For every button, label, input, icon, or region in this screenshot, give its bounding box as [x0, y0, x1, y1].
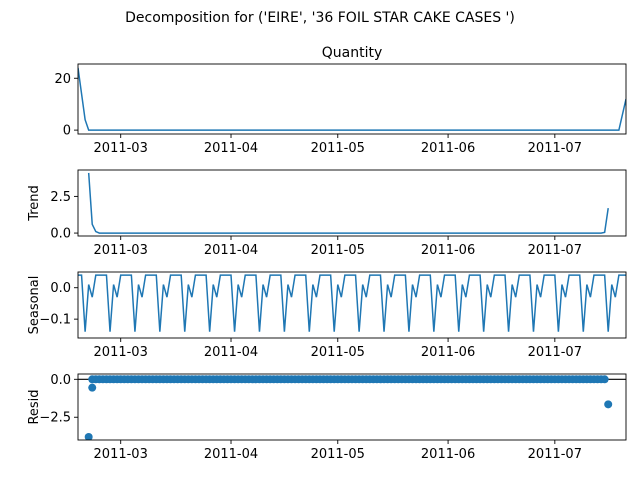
- x-tick-label: 2011-05: [311, 243, 365, 258]
- y-axis-label: Resid: [27, 389, 42, 424]
- resid-point: [600, 375, 609, 384]
- y-tick-label: 0.0: [50, 373, 71, 388]
- subplot-2: 0.0 2.5 2011-03 2011-04 2011-05 2011-06 2011-0…: [27, 169, 627, 258]
- x-tick-label: 2011-07: [528, 243, 582, 258]
- subplot-3: 0.0 −0.1 2011-03 2011-04 2011-05 2011-06 2011-…: [27, 271, 627, 360]
- subplot-1: 0 20 2011-03 2011-04 2011-05 2011-06 2011-07 Qu…: [54, 45, 627, 156]
- y-tick-label: 0: [63, 124, 71, 139]
- x-tick-label: 2011-06: [421, 447, 475, 462]
- y-axis-label: Seasonal: [27, 276, 42, 335]
- x-tick-label: 2011-04: [204, 141, 258, 156]
- x-tick-label: 2011-06: [421, 243, 475, 258]
- x-tick-label: 2011-07: [528, 447, 582, 462]
- x-tick-label: 2011-05: [311, 345, 365, 360]
- resid-point: [88, 383, 97, 392]
- subplot-title: Quantity: [322, 45, 383, 61]
- x-tick-label: 2011-05: [311, 447, 365, 462]
- y-tick-label: −0.1: [39, 313, 71, 328]
- x-tick-label: 2011-03: [94, 141, 148, 156]
- plot-area: [78, 67, 626, 131]
- plot-area: [78, 375, 626, 440]
- x-tick-label: 2011-03: [94, 447, 148, 462]
- series-line: [87, 172, 609, 234]
- axes-frame: [77, 63, 627, 135]
- resid-point: [604, 400, 613, 409]
- axes-frame: [77, 169, 627, 237]
- x-tick-label: 2011-04: [204, 345, 258, 360]
- series-line: [78, 67, 626, 131]
- figure-suptitle: Decomposition for ('EIRE', '36 FOIL STAR…: [125, 10, 515, 26]
- x-tick-label: 2011-06: [421, 345, 475, 360]
- x-tick-label: 2011-04: [204, 447, 258, 462]
- y-tick-label: 0.0: [50, 227, 71, 242]
- plot-area: [78, 274, 626, 332]
- y-tick-label: 0.0: [50, 281, 71, 296]
- y-tick-label: 2.5: [50, 190, 71, 205]
- x-tick-label: 2011-07: [528, 141, 582, 156]
- x-tick-label: 2011-03: [94, 345, 148, 360]
- seasonal-line: [78, 274, 626, 332]
- axes-frame: [77, 271, 627, 339]
- resid-point: [84, 432, 93, 440]
- x-tick-label: 2011-03: [94, 243, 148, 258]
- subplot-4: 0.0 −2.5 2011-03 2011-04 2011-05 2011-06 2011-…: [27, 373, 627, 462]
- plot-area: [87, 172, 609, 234]
- y-axis-label: Trend: [27, 185, 42, 222]
- x-tick-label: 2011-07: [528, 345, 582, 360]
- x-tick-label: 2011-06: [421, 141, 475, 156]
- x-tick-label: 2011-04: [204, 243, 258, 258]
- y-tick-label: −2.5: [39, 411, 71, 426]
- x-tick-label: 2011-05: [311, 141, 365, 156]
- y-tick-label: 20: [54, 72, 71, 87]
- axes-frame: [77, 373, 627, 441]
